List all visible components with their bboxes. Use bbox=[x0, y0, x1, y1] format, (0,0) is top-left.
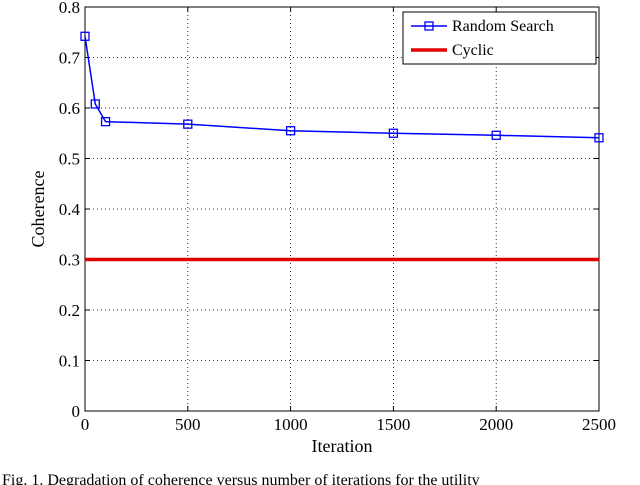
y-axis-label: Coherence bbox=[28, 171, 48, 248]
data-point bbox=[90, 99, 100, 109]
x-tick-label: 2000 bbox=[479, 415, 513, 434]
figure-caption-text: Fig. 1. Degradation of coherence versus … bbox=[2, 472, 480, 485]
legend-item: Random Search bbox=[411, 18, 554, 35]
tick-labels: 0 500 1000 1500 2000 2500 0 0.1 0.2 0.3 0.4 0.5 0.6 0… bbox=[59, 0, 616, 434]
y-tick-label: 0.7 bbox=[59, 49, 81, 68]
data-point bbox=[80, 31, 90, 41]
data-point bbox=[183, 119, 193, 129]
figure-caption: Fig. 1. Degradation of coherence versus … bbox=[0, 472, 640, 485]
y-tick-label: 0.5 bbox=[59, 150, 80, 169]
y-tick-label: 0.3 bbox=[59, 251, 80, 270]
x-tick-label: 1000 bbox=[274, 415, 308, 434]
coherence-chart: 0 500 1000 1500 2000 2500 0 0.1 0.2 0.3 0.4 0.5 0.6 0… bbox=[28, 0, 616, 456]
series-random-search bbox=[80, 31, 604, 143]
data-point bbox=[388, 128, 399, 138]
legend-box bbox=[402, 11, 597, 65]
x-axis-label: Iteration bbox=[312, 436, 373, 456]
x-tick-label: 2500 bbox=[582, 415, 616, 434]
legend-label: Cyclic bbox=[452, 42, 494, 59]
series-line bbox=[84, 36, 600, 139]
x-tick-label: 500 bbox=[175, 415, 201, 434]
series-group bbox=[80, 31, 604, 262]
axis-ticks bbox=[84, 6, 600, 412]
y-tick-label: 0.2 bbox=[59, 301, 80, 320]
legend-item: Cyclic bbox=[411, 42, 494, 59]
grid-lines bbox=[85, 7, 599, 411]
data-point bbox=[285, 126, 296, 136]
x-tick-label: 1500 bbox=[376, 415, 410, 434]
y-tick-label: 0 bbox=[72, 402, 81, 421]
legend-label: Random Search bbox=[452, 18, 554, 35]
data-point bbox=[100, 116, 111, 127]
legend-marker bbox=[424, 21, 434, 31]
y-tick-label: 0.8 bbox=[59, 0, 80, 17]
y-tick-label: 0.4 bbox=[59, 200, 81, 219]
data-point bbox=[594, 133, 604, 143]
x-tick-label: 0 bbox=[81, 415, 90, 434]
y-tick-label: 0.1 bbox=[59, 352, 80, 371]
legend: Random Search Cyclic bbox=[402, 11, 597, 65]
y-tick-label: 0.6 bbox=[59, 99, 80, 118]
data-point bbox=[491, 130, 501, 140]
